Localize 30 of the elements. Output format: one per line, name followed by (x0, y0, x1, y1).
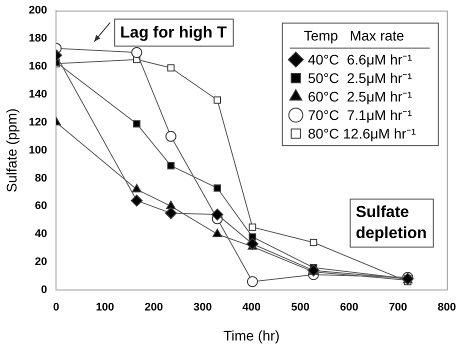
x-tick-label: 700 (388, 302, 408, 314)
legend-label: 50°C 2.5μM hr⁻¹ (308, 70, 412, 86)
y-tick-label: 180 (28, 32, 48, 45)
legend-title: Temp Max rate (304, 27, 404, 44)
y-tick-label: 0 (41, 284, 48, 296)
legend-label: 60°C 2.5μM hr⁻¹ (308, 88, 412, 104)
y-tick-label: 140 (28, 88, 48, 100)
x-tick-label: 0 (53, 302, 60, 314)
annotation: Sulfate depletion (356, 204, 427, 242)
y-tick-label: 20 (34, 256, 48, 268)
y-tick-label: 80 (34, 172, 48, 184)
x-tick-label: 400 (242, 302, 261, 314)
y-tick-label: 120 (28, 116, 48, 128)
x-tick-label: 600 (340, 302, 358, 314)
x-tick-label: 300 (193, 302, 212, 314)
legend-label: 70°C 7.1μM hr⁻¹ (308, 106, 412, 123)
x-axis-title: Time (hr) (223, 327, 280, 344)
y-tick-label: 100 (28, 144, 48, 156)
y-tick-label: 200 (28, 4, 48, 17)
annotation: Lag for high T (120, 24, 228, 42)
y-tick-label: 60 (34, 200, 48, 212)
y-tick-label: 40 (34, 228, 48, 240)
y-tick-label: 160 (28, 60, 48, 73)
y-axis-title: Sulfate (ppm) (3, 108, 20, 192)
x-tick-label: 100 (96, 302, 114, 314)
x-tick-label: 200 (144, 302, 163, 314)
x-tick-label: 500 (291, 302, 310, 314)
x-tick-label: 800 (438, 302, 456, 314)
legend-label: 80°C 12.6μM hr⁻¹ (308, 125, 416, 142)
legend-label: 40°C 6.6μM hr⁻¹ (308, 51, 412, 68)
